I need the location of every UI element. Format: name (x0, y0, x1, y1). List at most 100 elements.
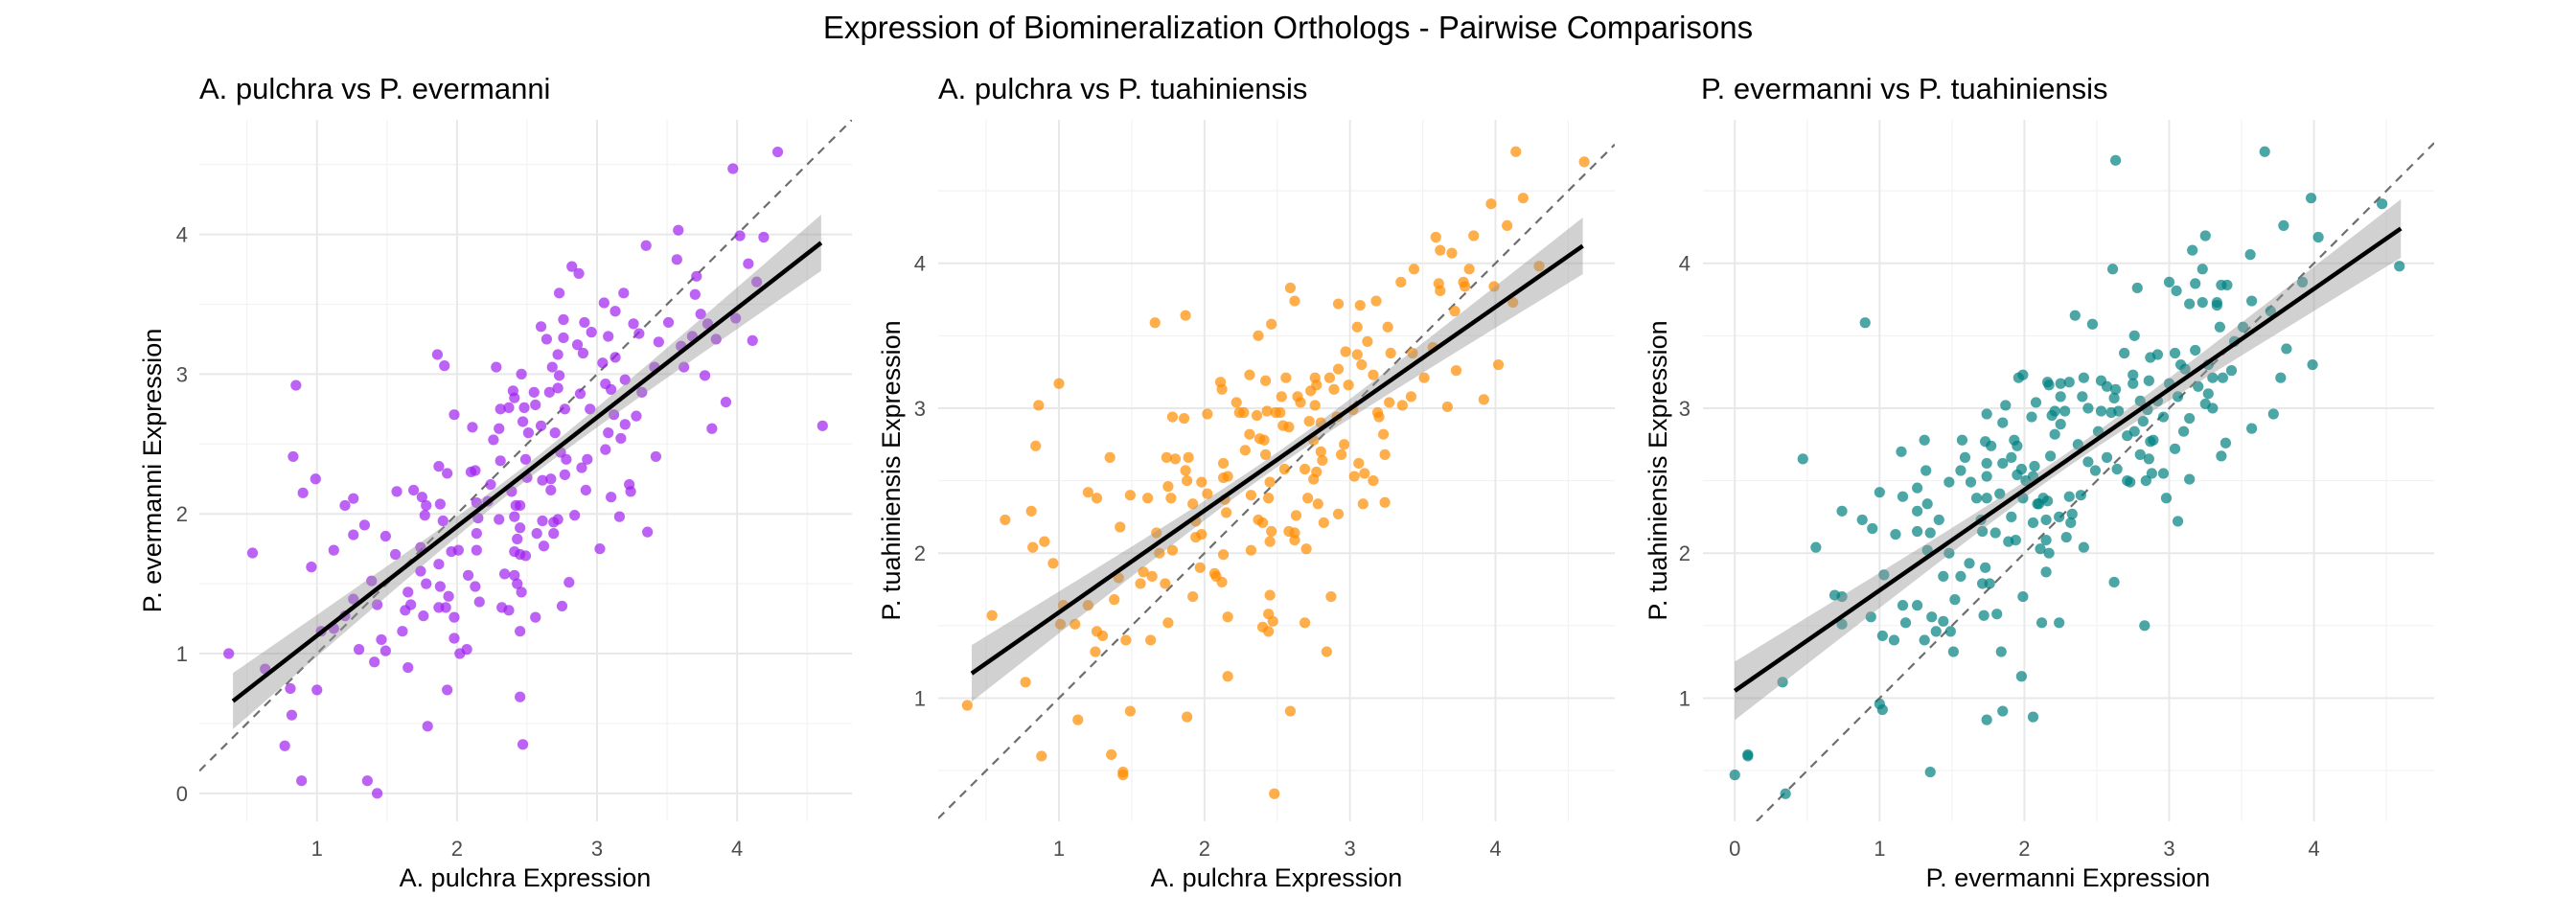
data-point (1104, 451, 1116, 463)
data-point (2221, 279, 2233, 291)
data-point (1994, 488, 2006, 499)
data-point (1810, 541, 1822, 553)
data-point (603, 331, 614, 342)
data-point (1216, 383, 1228, 395)
data-point (2054, 511, 2065, 522)
data-point (1449, 306, 1460, 317)
data-point (1070, 618, 1081, 630)
data-point (695, 309, 706, 320)
plot-area (1729, 142, 2434, 821)
regression-line (1733, 226, 2403, 693)
data-point (1315, 446, 1326, 457)
data-point (2151, 349, 2164, 360)
data-point (2027, 517, 2039, 529)
data-point (1944, 626, 1956, 637)
data-point (2027, 471, 2039, 482)
data-point (2259, 146, 2270, 157)
data-point (1256, 517, 1269, 529)
data-point (1919, 634, 1930, 646)
data-point (727, 163, 739, 174)
data-point (543, 386, 555, 398)
data-point (1260, 375, 1272, 386)
identity-line (1756, 142, 2434, 821)
data-point (1507, 296, 1519, 309)
data-point (1267, 615, 1278, 627)
data-point (1926, 611, 1938, 623)
data-point (494, 514, 505, 525)
data-point (636, 386, 648, 398)
data-point (498, 568, 511, 580)
data-point (2178, 426, 2190, 437)
data-point (279, 740, 290, 751)
panel-apulchra-vs-ptuahiniensis: A. pulchra vs P. tuahiniensis A. pulchra… (877, 72, 1615, 892)
data-point (1039, 536, 1050, 547)
data-point (517, 739, 529, 750)
data-point (2119, 347, 2130, 359)
data-point (2113, 405, 2125, 417)
y-tick-label: 3 (914, 397, 926, 421)
data-point (2017, 493, 2029, 504)
data-point (402, 662, 414, 674)
data-point (559, 469, 571, 480)
data-point (552, 514, 564, 525)
data-point (1450, 365, 1462, 377)
data-point (1264, 536, 1276, 547)
data-point (2225, 365, 2238, 377)
data-point (1244, 428, 1255, 440)
data-point (1264, 589, 1276, 601)
data-point (1876, 703, 1888, 716)
data-point (671, 254, 682, 265)
data-point (518, 402, 530, 413)
data-point (2040, 534, 2052, 546)
data-point (730, 312, 742, 324)
x-tick-label: 2 (2018, 837, 2030, 861)
x-tick-label: 3 (2163, 837, 2174, 861)
data-point (2134, 395, 2146, 407)
data-point (1912, 525, 1923, 538)
data-point (1955, 570, 1966, 583)
data-point (548, 528, 560, 540)
data-point (1280, 372, 1292, 383)
data-point (434, 498, 446, 510)
data-point (1120, 634, 1132, 646)
regression-line (231, 241, 823, 703)
data-point (1135, 578, 1146, 589)
identity-line (199, 120, 852, 772)
data-point (2040, 514, 2052, 526)
data-point (577, 347, 589, 359)
data-point (1981, 714, 1992, 725)
data-point (2172, 516, 2184, 527)
data-point (1368, 474, 1379, 487)
data-point (1912, 600, 1923, 611)
data-point (2035, 543, 2046, 555)
data-point (747, 334, 758, 346)
data-point (2049, 405, 2060, 417)
data-point (1899, 617, 1912, 629)
data-point (1072, 714, 1084, 725)
data-point (1027, 541, 1039, 553)
figure-title: Expression of Biomineralization Ortholog… (823, 10, 1753, 45)
data-point (751, 276, 763, 288)
data-point (2196, 296, 2208, 309)
data-point (2157, 411, 2170, 423)
data-point (2202, 388, 2214, 400)
data-point (1468, 230, 1480, 242)
data-point (2054, 617, 2065, 629)
data-point (2078, 541, 2089, 553)
data-point (437, 515, 448, 527)
data-point (2027, 711, 2039, 723)
data-point (1964, 558, 1975, 569)
x-tick-label: 4 (1489, 837, 1501, 861)
data-point (571, 339, 584, 351)
data-point (625, 486, 636, 497)
data-point (1395, 276, 1407, 288)
data-point (1856, 514, 1868, 526)
data-point (1418, 372, 1430, 383)
data-point (1981, 457, 1992, 470)
data-point (1217, 549, 1230, 561)
data-point (296, 775, 308, 787)
data-point (2063, 491, 2075, 502)
data-point (494, 423, 505, 434)
data-point (2267, 408, 2279, 420)
data-point (246, 547, 259, 559)
